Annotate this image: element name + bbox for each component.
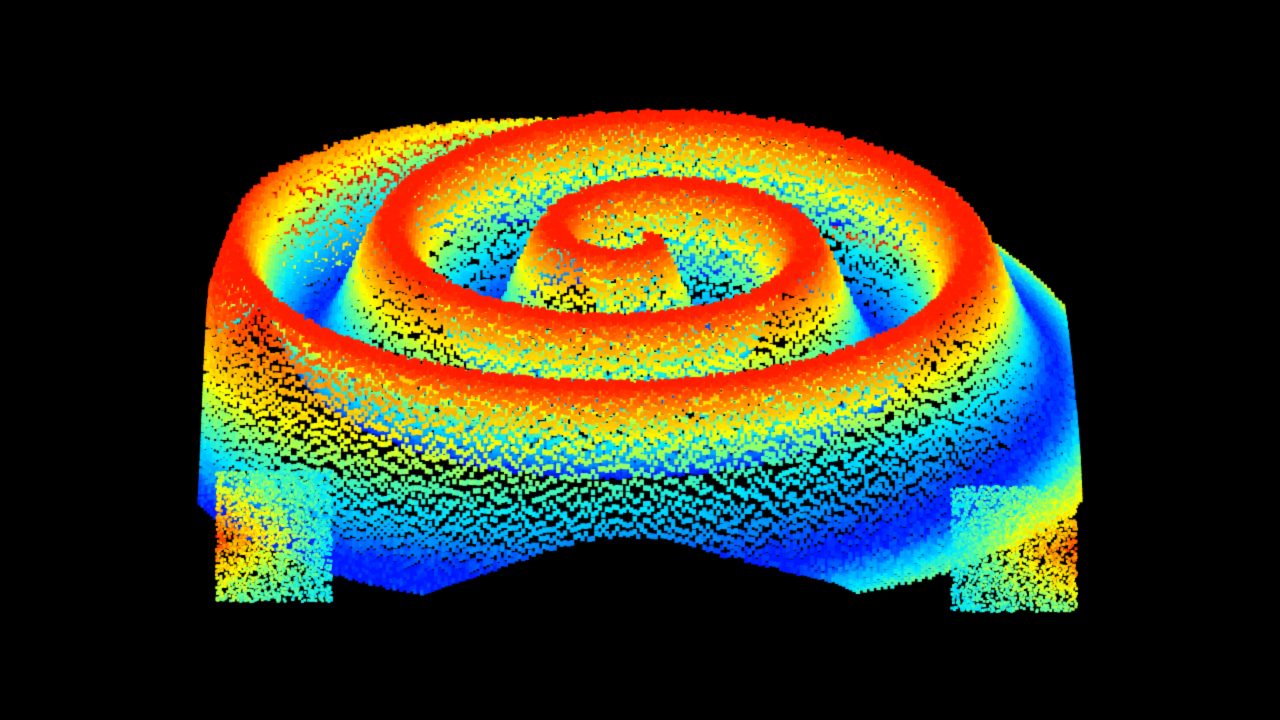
render-viewport[interactable] (0, 0, 1280, 720)
spiral-surface-plot[interactable] (0, 0, 1280, 720)
